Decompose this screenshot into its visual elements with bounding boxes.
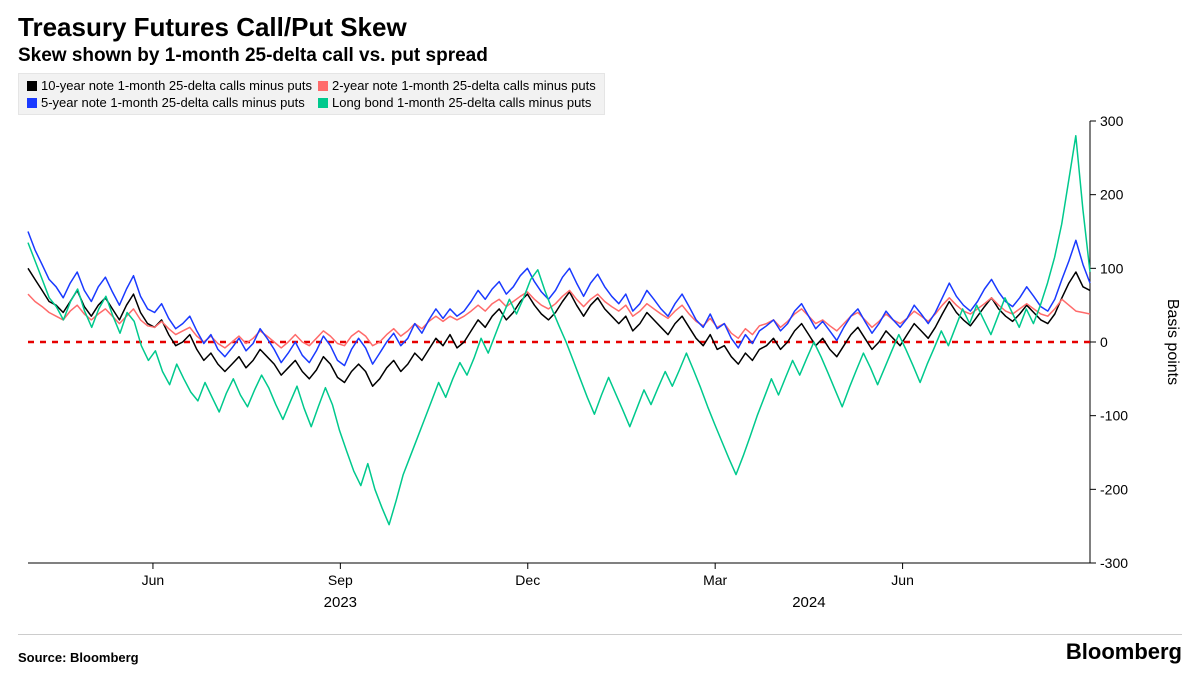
svg-text:Basis points: Basis points — [1164, 299, 1181, 385]
chart-footer: Source: Bloomberg Bloomberg — [18, 634, 1182, 665]
series-line — [28, 232, 1090, 366]
svg-text:Sep: Sep — [328, 572, 353, 588]
chart-subtitle: Skew shown by 1-month 25-delta call vs. … — [18, 45, 1182, 67]
svg-text:300: 300 — [1100, 115, 1124, 129]
source-label: Source: Bloomberg — [18, 650, 139, 665]
chart-title: Treasury Futures Call/Put Skew — [18, 12, 1182, 43]
svg-text:100: 100 — [1100, 260, 1124, 276]
legend-swatch — [27, 81, 37, 91]
legend-label: Long bond 1-month 25-delta calls minus p… — [332, 95, 591, 110]
svg-text:0: 0 — [1100, 334, 1108, 350]
chart-plot-area: -300 -200 -100 0 100 200 300 Basis points Jun Sep… — [18, 115, 1182, 634]
legend-label: 10-year note 1-month 25-delta calls minu… — [41, 78, 312, 93]
legend-item: Long bond 1-month 25-delta calls minus p… — [318, 95, 596, 110]
svg-text:2023: 2023 — [324, 594, 357, 611]
svg-text:2024: 2024 — [792, 594, 825, 611]
legend-label: 5-year note 1-month 25-delta calls minus… — [41, 95, 305, 110]
svg-text:Mar: Mar — [703, 572, 727, 588]
chart-legend: 10-year note 1-month 25-delta calls minu… — [18, 73, 605, 115]
legend-swatch — [27, 98, 37, 108]
svg-text:Jun: Jun — [142, 572, 165, 588]
legend-item: 2-year note 1-month 25-delta calls minus… — [318, 78, 596, 93]
brand-label: Bloomberg — [1066, 639, 1182, 665]
legend-item: 10-year note 1-month 25-delta calls minu… — [27, 78, 312, 93]
svg-text:-300: -300 — [1100, 555, 1128, 571]
svg-text:-200: -200 — [1100, 481, 1128, 497]
series-line — [28, 136, 1090, 525]
svg-text:-100: -100 — [1100, 408, 1128, 424]
svg-text:200: 200 — [1100, 187, 1124, 203]
legend-item: 5-year note 1-month 25-delta calls minus… — [27, 95, 312, 110]
legend-swatch — [318, 98, 328, 108]
legend-swatch — [318, 81, 328, 91]
svg-text:Jun: Jun — [891, 572, 914, 588]
legend-label: 2-year note 1-month 25-delta calls minus… — [332, 78, 596, 93]
svg-text:Dec: Dec — [515, 572, 540, 588]
